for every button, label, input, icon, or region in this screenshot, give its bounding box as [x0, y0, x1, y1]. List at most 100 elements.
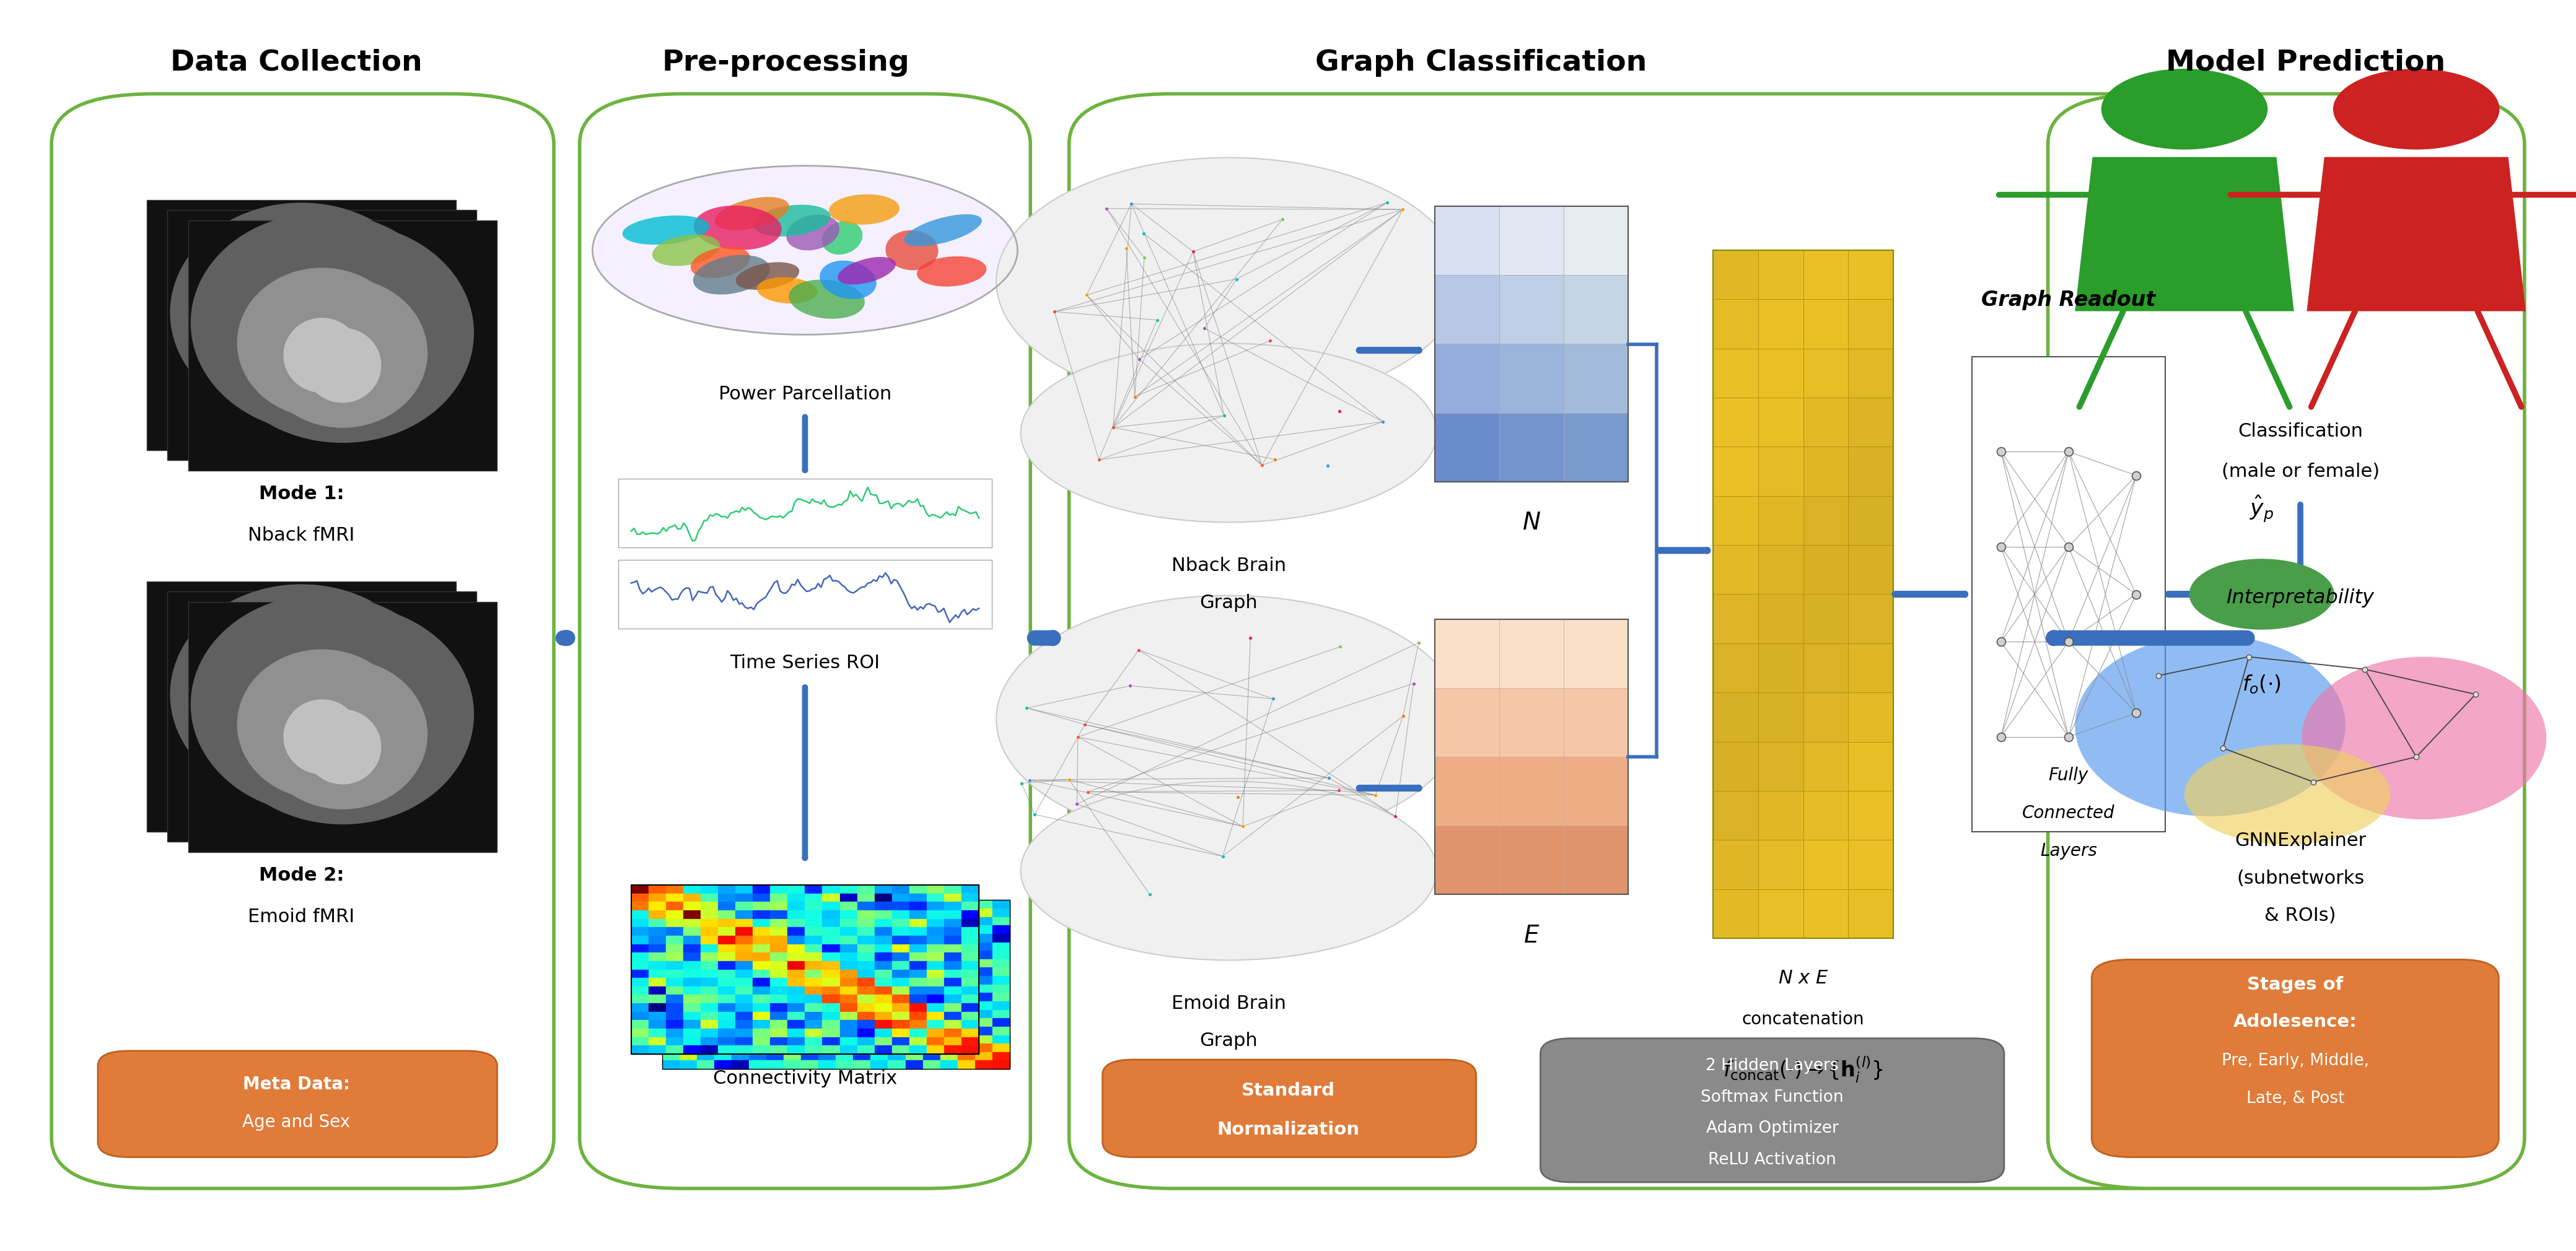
- Bar: [853, 1036, 871, 1043]
- Bar: [1850, 693, 1893, 742]
- Bar: [649, 1028, 665, 1037]
- Bar: [683, 1037, 701, 1046]
- Bar: [649, 884, 665, 893]
- Bar: [768, 933, 783, 942]
- Bar: [840, 1037, 858, 1046]
- Bar: [714, 933, 732, 942]
- Bar: [1757, 643, 1803, 693]
- Bar: [1713, 349, 1757, 398]
- Bar: [665, 1021, 683, 1028]
- Bar: [907, 899, 922, 908]
- Bar: [683, 1046, 701, 1053]
- Bar: [719, 945, 737, 953]
- Bar: [822, 945, 840, 953]
- Bar: [665, 970, 683, 978]
- Bar: [770, 961, 788, 970]
- Bar: [871, 933, 889, 942]
- Ellipse shape: [211, 223, 474, 443]
- Ellipse shape: [283, 699, 361, 774]
- Bar: [768, 993, 783, 1001]
- Bar: [940, 951, 958, 960]
- Bar: [940, 993, 958, 1001]
- Bar: [858, 884, 873, 893]
- Bar: [1435, 826, 1499, 894]
- Bar: [1713, 250, 1893, 938]
- Bar: [801, 917, 819, 926]
- Bar: [858, 1021, 873, 1028]
- Ellipse shape: [283, 318, 361, 393]
- Bar: [940, 968, 958, 976]
- Bar: [889, 968, 907, 976]
- Bar: [701, 1012, 719, 1021]
- Bar: [701, 936, 719, 945]
- Bar: [719, 961, 737, 970]
- Bar: [1850, 447, 1893, 495]
- Bar: [804, 927, 822, 936]
- Bar: [961, 986, 979, 995]
- Bar: [737, 902, 752, 911]
- Bar: [976, 1052, 992, 1061]
- Bar: [958, 1043, 976, 1052]
- Bar: [835, 1018, 853, 1027]
- Bar: [835, 933, 853, 942]
- Circle shape: [2190, 559, 2334, 629]
- Bar: [958, 1036, 976, 1043]
- Bar: [801, 960, 819, 968]
- Bar: [788, 978, 804, 986]
- Bar: [889, 933, 907, 942]
- Bar: [696, 1010, 714, 1018]
- Bar: [943, 986, 961, 995]
- Bar: [631, 961, 649, 970]
- Bar: [943, 902, 961, 911]
- Bar: [822, 970, 840, 978]
- Bar: [958, 1010, 976, 1018]
- Bar: [876, 986, 891, 995]
- Text: Emoid fMRI: Emoid fMRI: [247, 908, 355, 926]
- Bar: [940, 1027, 958, 1036]
- Bar: [1713, 742, 1757, 791]
- Bar: [1850, 791, 1893, 839]
- Bar: [714, 1018, 732, 1027]
- Bar: [801, 933, 819, 942]
- Bar: [871, 1001, 889, 1010]
- Bar: [961, 1037, 979, 1046]
- Bar: [909, 995, 927, 1003]
- Bar: [858, 995, 873, 1003]
- Bar: [680, 908, 696, 917]
- Bar: [871, 1027, 889, 1036]
- Bar: [835, 1043, 853, 1052]
- Ellipse shape: [2076, 636, 2344, 816]
- Bar: [665, 953, 683, 961]
- Ellipse shape: [191, 213, 453, 433]
- Bar: [943, 970, 961, 978]
- Bar: [719, 902, 737, 911]
- Bar: [732, 942, 750, 951]
- Bar: [750, 985, 768, 993]
- Bar: [1435, 619, 1628, 894]
- Bar: [804, 970, 822, 978]
- Bar: [750, 1027, 768, 1036]
- Bar: [889, 899, 907, 908]
- Bar: [976, 1027, 992, 1036]
- Bar: [1757, 889, 1803, 938]
- Bar: [940, 1018, 958, 1027]
- Bar: [770, 927, 788, 936]
- Bar: [871, 1010, 889, 1018]
- Bar: [783, 899, 801, 908]
- Bar: [840, 1003, 858, 1012]
- Bar: [662, 1018, 680, 1027]
- Bar: [876, 1021, 891, 1028]
- Bar: [788, 918, 804, 927]
- FancyBboxPatch shape: [2048, 94, 2524, 1188]
- Bar: [927, 953, 943, 961]
- Bar: [662, 1010, 680, 1018]
- Bar: [719, 953, 737, 961]
- Bar: [732, 960, 750, 968]
- Bar: [631, 953, 649, 961]
- Bar: [876, 911, 891, 918]
- Bar: [696, 993, 714, 1001]
- Bar: [631, 978, 649, 986]
- Bar: [822, 1046, 840, 1053]
- Bar: [876, 953, 891, 961]
- Bar: [819, 933, 835, 942]
